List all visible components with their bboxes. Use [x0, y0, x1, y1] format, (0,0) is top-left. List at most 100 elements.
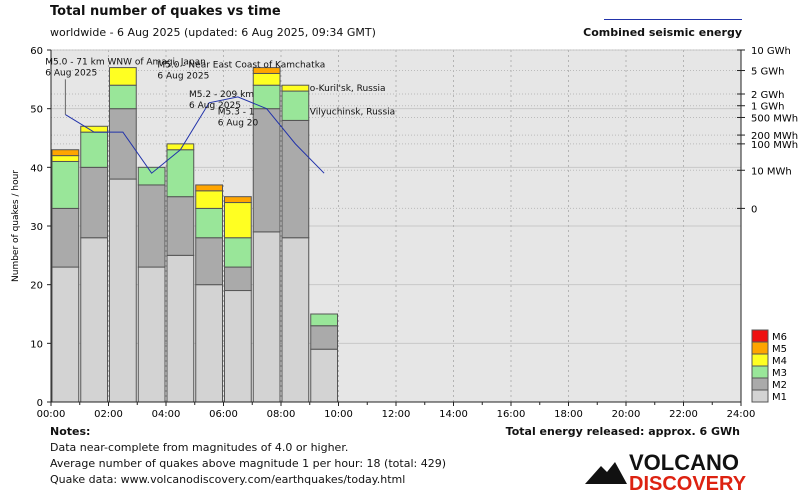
bar-segment-m4 — [51, 155, 80, 162]
logo-line-2: DISCOVERY — [629, 473, 747, 492]
bar-segment-m2 — [137, 184, 166, 268]
notes-line-2: Average number of quakes above magnitude… — [50, 457, 446, 470]
energy-line — [65, 96, 325, 174]
legend-swatch-m3 — [751, 365, 769, 379]
bar-segment-m1 — [195, 284, 223, 403]
x-tick-label: 06:00 — [209, 409, 238, 420]
x-tick-label: 18:00 — [554, 409, 583, 420]
y-axis-label: Number of quakes / hour — [11, 170, 21, 282]
legend-label-m5: M5 — [772, 344, 787, 355]
legend-label-m3: M3 — [772, 368, 787, 379]
y-tick-label: 30 — [30, 222, 43, 233]
annotation-line-1: M5.3 - 1 — [218, 108, 255, 118]
bar-segment-m1 — [281, 237, 310, 403]
bar-segment-m1 — [166, 254, 195, 403]
legend-label-m6: M6 — [772, 332, 787, 343]
y-tick-label: 40 — [30, 163, 43, 174]
y-tick-label: 50 — [30, 105, 43, 116]
annotation-line-1: Vilyuchinsk, Russia — [310, 108, 395, 118]
bar-segment-m2 — [195, 237, 223, 286]
bar-segment-m3 — [137, 166, 166, 186]
bar-segment-m2 — [252, 108, 281, 233]
x-tick-label: 12:00 — [382, 409, 411, 420]
x-tick-label: 04:00 — [152, 409, 181, 420]
y-tick-label: 20 — [30, 281, 43, 292]
legend-swatch-m2 — [751, 377, 769, 391]
bar-segment-m2 — [109, 108, 137, 180]
energy-legend-line — [604, 19, 742, 20]
legend-swatch-m6 — [751, 329, 769, 343]
notes-block: Notes: Data near-complete from magnitude… — [50, 424, 446, 488]
bar-segment-m3 — [310, 313, 338, 327]
legend-swatch-m5 — [751, 341, 769, 355]
bar-segment-m3 — [224, 237, 252, 268]
bar-segment-m2 — [166, 196, 195, 256]
bar-segment-m1 — [51, 266, 80, 403]
annotation-line-2: 6 Aug 2025 — [189, 101, 241, 111]
y-tick-label: 0 — [37, 398, 43, 409]
legend-label-m4: M4 — [772, 356, 787, 367]
bar-segment-m2 — [80, 166, 108, 239]
y-tick-label: 60 — [30, 46, 43, 57]
volcano-discovery-logo: VOLCANO DISCOVERY — [585, 450, 747, 492]
notes-heading: Notes: — [50, 425, 91, 438]
legend-label-m1: M1 — [772, 392, 787, 403]
bar-segment-m4 — [252, 72, 281, 86]
x-tick-label: 24:00 — [727, 409, 756, 420]
annotation-line-2: 6 Aug 2025 — [157, 72, 209, 82]
bar-segment-m1 — [224, 290, 252, 403]
bar-segment-m2 — [281, 119, 310, 239]
bar-segment-m1 — [109, 178, 137, 403]
bar-segment-m4 — [281, 84, 310, 92]
energy-tick-label: 500 MWh — [751, 113, 798, 124]
x-tick-label: 20:00 — [612, 409, 641, 420]
energy-tick-label: 10 MWh — [751, 166, 792, 177]
notes-line-3: Quake data: www.volcanodiscovery.com/ear… — [50, 473, 406, 486]
legend-label-m2: M2 — [772, 380, 787, 391]
bar-segment-m1 — [252, 231, 281, 403]
annotation-line-1: M5.0 - 71 km WNW of Amagi, Japan — [45, 58, 206, 68]
x-tick-label: 00:00 — [37, 409, 66, 420]
bar-segment-m1 — [80, 237, 108, 403]
annotation-line-2: 6 Aug 20 — [218, 119, 259, 129]
energy-tick-label: 5 GWh — [751, 67, 785, 78]
bar-segment-m2 — [51, 207, 80, 268]
bar-segment-m5 — [51, 149, 80, 157]
annotation-line-2: 6 Aug 2025 — [45, 69, 97, 79]
bar-segment-m2 — [310, 325, 338, 350]
energy-tick-label: 1 GWh — [751, 102, 785, 113]
energy-legend-label: Combined seismic energy — [583, 26, 742, 39]
bar-segment-m4 — [195, 190, 223, 209]
bar-segment-m4 — [109, 67, 137, 86]
x-tick-label: 02:00 — [94, 409, 123, 420]
energy-total: Total energy released: approx. 6 GWh — [505, 425, 740, 438]
legend-swatch-m4 — [751, 353, 769, 367]
bar-segment-m3 — [281, 90, 310, 121]
bar-segment-m1 — [310, 348, 338, 403]
x-tick-label: 14:00 — [439, 409, 468, 420]
energy-tick-label: 2 GWh — [751, 90, 785, 101]
bar-segment-m5 — [195, 184, 223, 192]
annotation-line-1: M5.0 - Near East Coast of Kamchatka — [157, 61, 325, 71]
bar-segment-m1 — [137, 266, 166, 403]
x-tick-label: 08:00 — [267, 409, 296, 420]
energy-tick-label: 200 MWh — [751, 131, 798, 142]
bar-segment-m4 — [80, 125, 108, 133]
chart-title: Total number of quakes vs time — [50, 4, 281, 19]
bar-segment-m5 — [224, 196, 252, 204]
energy-tick-label: 100 MWh — [751, 140, 798, 151]
logo-line-1: VOLCANO — [629, 450, 739, 475]
x-tick-label: 22:00 — [669, 409, 698, 420]
annotation-line-1: o-Kuril'sk, Russia — [310, 84, 386, 94]
bar-segment-m3 — [51, 160, 80, 209]
legend-swatch-m1 — [751, 389, 769, 403]
x-tick-label: 10:00 — [324, 409, 353, 420]
bar-segment-m4 — [224, 202, 252, 239]
notes-line-1: Data near-complete from magnitudes of 4.… — [50, 441, 349, 454]
x-tick-label: 16:00 — [497, 409, 526, 420]
bar-segment-m3 — [80, 131, 108, 168]
y-tick-label: 10 — [30, 339, 43, 350]
chart-subtitle: worldwide - 6 Aug 2025 (updated: 6 Aug 2… — [50, 26, 376, 39]
bar-segment-m3 — [195, 207, 223, 239]
